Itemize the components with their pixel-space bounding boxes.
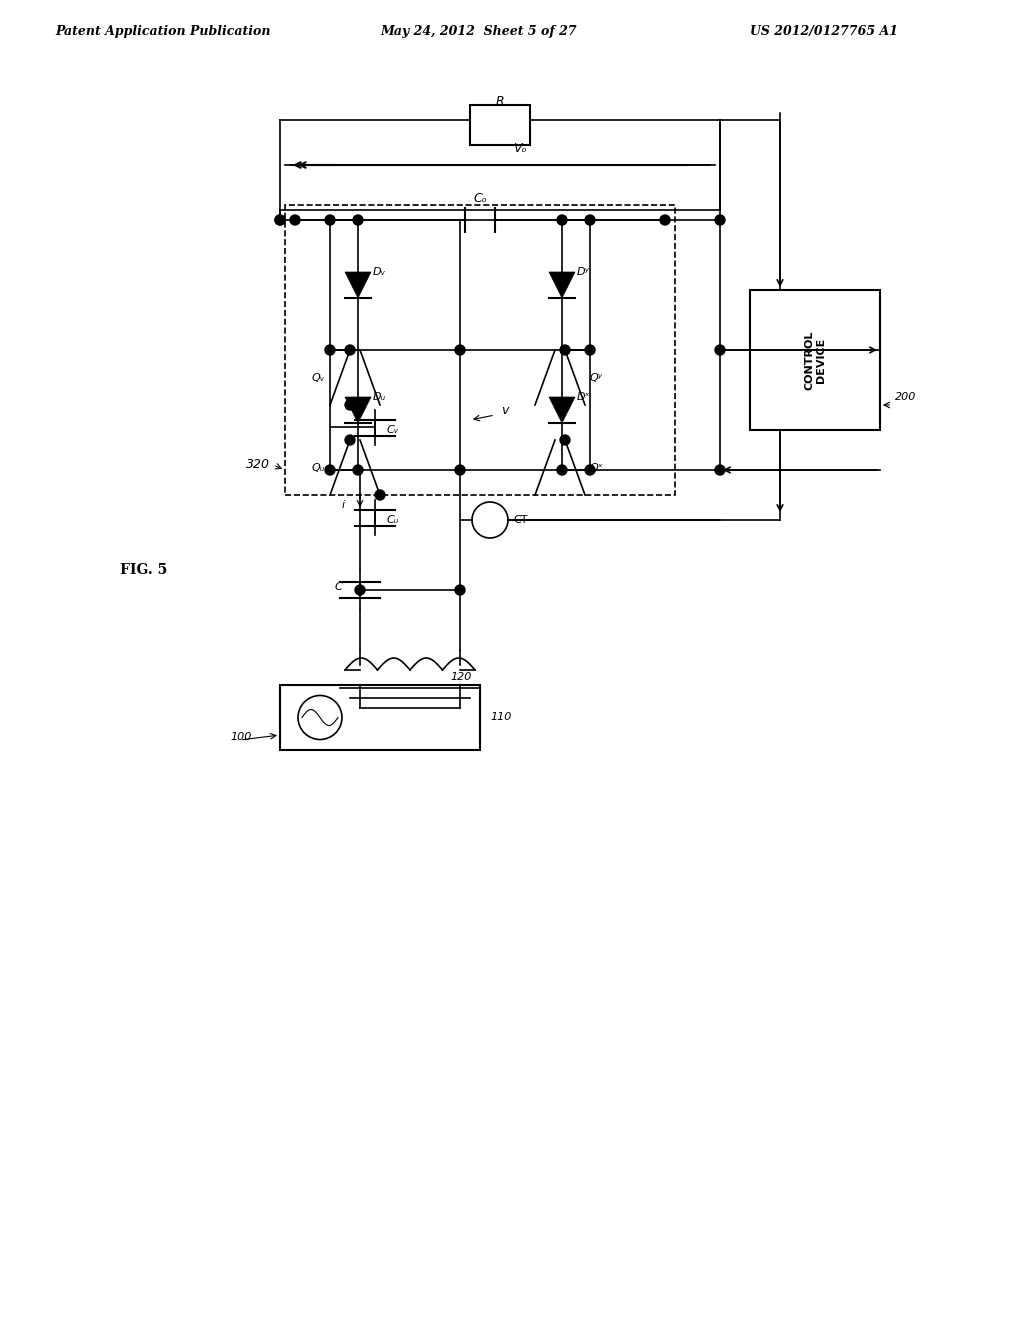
Circle shape [345, 400, 355, 411]
Text: FIG. 5: FIG. 5 [120, 564, 167, 577]
Text: i: i [342, 500, 345, 510]
Text: Cᵤ: Cᵤ [387, 515, 399, 524]
Text: Dᵤ: Dᵤ [373, 392, 386, 403]
Circle shape [585, 345, 595, 355]
Circle shape [660, 215, 670, 224]
Bar [280, 685, 480, 750]
Circle shape [557, 215, 567, 224]
Circle shape [290, 215, 300, 224]
Circle shape [715, 215, 725, 224]
Circle shape [345, 436, 355, 445]
Text: 110: 110 [490, 713, 511, 722]
Circle shape [353, 465, 362, 475]
Circle shape [353, 215, 362, 224]
Text: v: v [502, 404, 509, 417]
Polygon shape [345, 397, 371, 422]
Bar [750, 290, 880, 430]
Circle shape [585, 465, 595, 475]
Text: 120: 120 [450, 672, 471, 682]
Text: US 2012/0127765 A1: US 2012/0127765 A1 [750, 25, 898, 38]
Text: 200: 200 [895, 392, 916, 403]
Bar [470, 106, 530, 145]
Polygon shape [345, 272, 371, 298]
Text: Cₒ: Cₒ [473, 191, 487, 205]
Circle shape [715, 345, 725, 355]
Text: Qʸ: Qʸ [590, 372, 603, 383]
Circle shape [715, 465, 725, 475]
Text: Cᵥ: Cᵥ [387, 425, 399, 434]
Text: 100: 100 [230, 733, 251, 742]
Circle shape [455, 585, 465, 595]
Polygon shape [549, 397, 575, 422]
Circle shape [275, 215, 285, 224]
Text: Qᵤ: Qᵤ [311, 462, 325, 473]
Circle shape [345, 345, 355, 355]
Text: Dˣ: Dˣ [577, 392, 591, 403]
Text: Dᵥ: Dᵥ [373, 267, 386, 277]
Text: Patent Application Publication: Patent Application Publication [55, 25, 270, 38]
Circle shape [325, 345, 335, 355]
Circle shape [585, 215, 595, 224]
Circle shape [560, 400, 570, 411]
Text: CONTROL
DEVICE: CONTROL DEVICE [804, 330, 825, 389]
Circle shape [560, 345, 570, 355]
Circle shape [275, 215, 285, 224]
Text: Vₒ: Vₒ [513, 143, 526, 154]
Bar [285, 205, 675, 495]
Circle shape [455, 345, 465, 355]
Circle shape [355, 585, 365, 595]
Text: Qᵥ: Qᵥ [311, 372, 325, 383]
Text: Dʸ: Dʸ [577, 267, 590, 277]
Circle shape [560, 436, 570, 445]
Text: May 24, 2012  Sheet 5 of 27: May 24, 2012 Sheet 5 of 27 [380, 25, 577, 38]
Text: CT: CT [513, 515, 527, 525]
Text: R: R [496, 95, 504, 108]
Circle shape [375, 490, 385, 500]
Text: 320: 320 [246, 458, 270, 471]
Text: C: C [335, 582, 343, 591]
Text: Qˣ: Qˣ [590, 462, 604, 473]
Polygon shape [549, 272, 575, 298]
Circle shape [325, 465, 335, 475]
Circle shape [325, 215, 335, 224]
Circle shape [455, 465, 465, 475]
Circle shape [557, 465, 567, 475]
